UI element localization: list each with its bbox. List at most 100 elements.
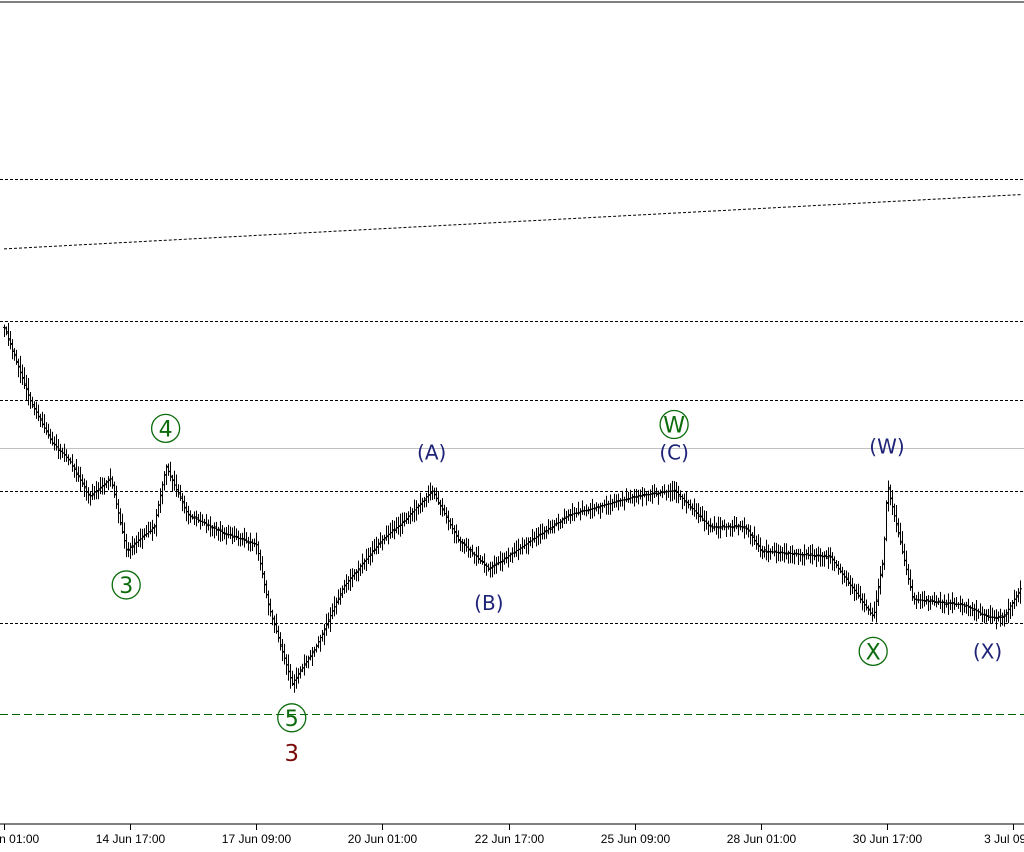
x-tick-label: 22 Jun 17:00 — [475, 832, 545, 846]
wave-label-circle — [111, 570, 141, 600]
ohlc-bar — [1003, 609, 1006, 627]
ohlc-bar — [143, 528, 146, 540]
ohlc-bar — [545, 525, 548, 539]
ohlc-bar — [857, 583, 860, 599]
ohlc-bar — [267, 590, 270, 616]
ohlc-bar — [375, 536, 378, 555]
ohlc-bar — [337, 589, 340, 605]
ohlc-bar — [433, 487, 436, 500]
ohlc-bar — [105, 480, 108, 489]
ohlc-bar — [295, 667, 298, 689]
ohlc-bar — [397, 516, 400, 535]
ohlc-bar — [399, 513, 402, 537]
ohlc-bar — [223, 527, 226, 540]
ohlc-bar — [81, 474, 84, 487]
ohlc-bar — [131, 536, 134, 556]
ohlc-bar — [549, 520, 552, 534]
ohlc-bar — [635, 489, 638, 503]
ohlc-bar — [631, 493, 634, 504]
ohlc-bar — [737, 523, 740, 536]
ohlc-bar — [51, 431, 54, 446]
ohlc-bar — [419, 492, 422, 514]
ohlc-bar — [625, 488, 628, 503]
ohlc-bar — [169, 461, 172, 482]
ohlc-bar — [587, 506, 590, 515]
ohlc-bar — [899, 522, 902, 545]
ohlc-bar — [85, 480, 88, 501]
ohlc-bar — [323, 624, 326, 646]
ohlc-bar — [543, 526, 546, 540]
wave-label: W — [659, 409, 689, 440]
ohlc-bar — [77, 466, 80, 482]
ohlc-bar — [369, 547, 372, 566]
ohlc-bar — [261, 556, 264, 579]
ohlc-bar — [783, 543, 786, 563]
ohlc-bar — [489, 561, 492, 578]
wave-label-circle — [150, 413, 181, 444]
ohlc-bar — [757, 534, 760, 553]
ohlc-bar — [241, 532, 244, 546]
wave-label: X — [858, 636, 888, 667]
ohlc-bar — [763, 546, 766, 558]
ohlc-bar — [657, 490, 660, 505]
ohlc-bar — [67, 454, 70, 466]
ohlc-bar — [141, 528, 144, 549]
ohlc-bar — [39, 413, 42, 427]
ohlc-bar — [359, 563, 362, 577]
ohlc-bar — [617, 493, 620, 511]
ohlc-bar — [73, 463, 76, 478]
ohlc-bar — [885, 500, 888, 542]
ohlc-bar — [643, 488, 646, 498]
ohlc-bar — [339, 587, 342, 605]
ohlc-bar — [553, 519, 556, 534]
ohlc-bar — [377, 538, 380, 555]
wave-label: (A) — [417, 441, 446, 465]
ohlc-bar — [163, 471, 166, 491]
ohlc-bar — [735, 516, 738, 530]
ohlc-bar — [213, 522, 216, 539]
ohlc-bar — [849, 575, 852, 596]
ohlc-bar — [701, 506, 704, 522]
ohlc-bar — [879, 566, 882, 595]
ohlc-bar — [877, 578, 880, 606]
ohlc-bar — [971, 602, 974, 617]
ohlc-bar — [599, 502, 602, 519]
ohlc-bar — [417, 503, 420, 515]
ohlc-bar — [935, 595, 938, 608]
x-tick-label: 3 Jul 09:00 — [984, 832, 1024, 846]
ohlc-bar — [191, 514, 194, 520]
wave-label-text: X — [866, 640, 881, 665]
ohlc-bar — [119, 508, 122, 526]
ohlc-bar — [801, 552, 804, 566]
ohlc-bar — [897, 518, 900, 538]
ohlc-bar — [467, 538, 470, 558]
ohlc-bar — [829, 547, 832, 564]
ohlc-bar — [205, 514, 208, 534]
ohlc-bar — [761, 545, 764, 560]
ohlc-bar — [541, 523, 544, 540]
ohlc-bar — [277, 625, 280, 643]
ohlc-bar — [683, 493, 686, 506]
ohlc-bar — [577, 501, 580, 516]
ohlc-bar — [717, 516, 720, 539]
ohlc-bar — [299, 666, 302, 679]
ohlc-bar — [845, 570, 848, 587]
ohlc-bar — [17, 358, 20, 378]
ohlc-bar — [941, 599, 944, 613]
ohlc-bar — [861, 593, 864, 611]
ohlc-bar — [423, 496, 426, 508]
x-tick: 25 Jun 09:00 — [601, 824, 671, 846]
wave-label: 4 — [150, 413, 181, 444]
ohlc-bar — [915, 594, 918, 609]
wave-label-text: 3 — [119, 574, 133, 599]
ohlc-bar — [785, 543, 788, 560]
ohlc-bar — [501, 552, 504, 572]
ohlc-bar — [793, 549, 796, 565]
ohlc-bar — [127, 542, 130, 558]
ohlc-bar — [349, 568, 352, 592]
ohlc-bar — [747, 524, 750, 538]
ohlc-bar — [83, 478, 86, 497]
